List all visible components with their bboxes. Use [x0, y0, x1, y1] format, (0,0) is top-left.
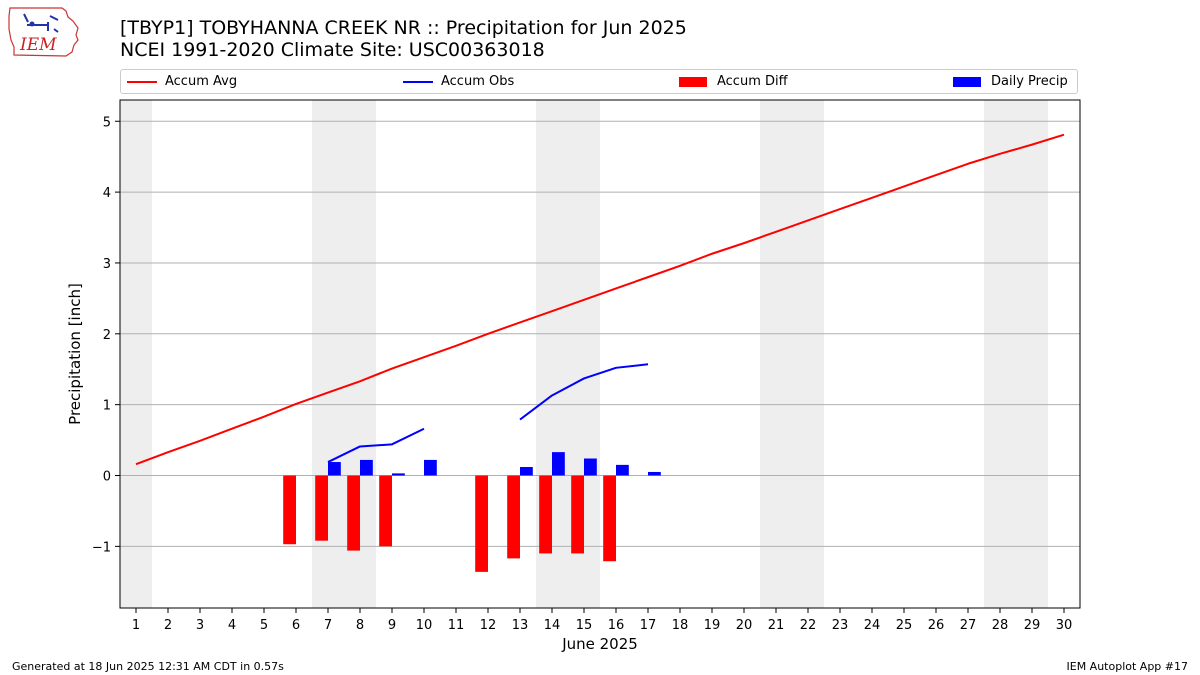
x-tick-label: 15 — [576, 618, 593, 633]
x-tick-label: 10 — [416, 618, 433, 633]
x-tick-label: 22 — [800, 618, 817, 633]
legend-swatch-accum-diff — [679, 76, 707, 87]
x-tick-label: 18 — [672, 618, 689, 633]
x-tick-label: 26 — [928, 618, 945, 633]
y-gridlines — [120, 120, 1080, 547]
logo-text: IEM — [19, 35, 57, 55]
x-tick-label: 16 — [608, 618, 625, 633]
accum-diff-bar — [507, 475, 520, 559]
x-tick-label: 12 — [480, 618, 497, 633]
x-tick-label: 3 — [196, 618, 204, 633]
y-tick-label: 2 — [103, 328, 111, 343]
y-axis-ticks: −1 0 1 2 3 4 5 — [92, 115, 120, 555]
weather-station-icon — [23, 13, 59, 33]
daily-precip-bar — [616, 464, 629, 476]
x-tick-label: 17 — [640, 618, 657, 633]
x-tick-label: 8 — [356, 618, 364, 633]
daily-precip-bar — [520, 467, 533, 476]
iem-logo: IEM — [8, 7, 79, 57]
daily-precip-bar — [392, 473, 405, 476]
daily-precip-bar — [648, 471, 661, 476]
legend-swatch-accum-avg — [127, 80, 157, 83]
footer-app-label: IEM Autoplot App #17 — [1066, 660, 1189, 673]
x-tick-label: 28 — [992, 618, 1009, 633]
x-axis-ticks: 1 2 3 4 5 6 7 8 9 10 11 12 13 14 15 16 17 18 19 20 21 22 23 24 2… — [132, 608, 1072, 633]
legend-swatch-accum-obs — [403, 80, 433, 83]
daily-precip-bar — [584, 458, 597, 476]
x-tick-label: 5 — [260, 618, 268, 633]
weekend-band-3 — [760, 100, 824, 608]
x-tick-label: 2 — [164, 618, 172, 633]
accum-diff-bar — [347, 475, 360, 551]
legend-label-daily-precip: Daily Precip — [991, 74, 1068, 89]
daily-precip-bar — [328, 462, 341, 476]
accum-diff-bar — [571, 475, 584, 554]
weekend-bands — [120, 100, 1048, 608]
accum-obs-line-0 — [327, 427, 425, 463]
x-tick-label: 20 — [736, 618, 753, 633]
x-tick-label: 23 — [832, 618, 849, 633]
bar-series — [283, 452, 661, 572]
accum-diff-bar — [475, 475, 488, 572]
accum-diff-bar — [283, 475, 296, 545]
weekend-band-0 — [120, 100, 152, 608]
daily-precip-bar — [360, 459, 373, 476]
legend-item-accum-avg: Accum Avg — [127, 70, 237, 93]
x-tick-label: 21 — [768, 618, 785, 633]
x-tick-label: 7 — [324, 618, 332, 633]
legend-label-accum-avg: Accum Avg — [165, 74, 238, 89]
x-tick-label: 30 — [1056, 618, 1073, 633]
legend-item-accum-obs: Accum Obs — [403, 70, 514, 93]
chart-title-line1: [TBYP1] TOBYHANNA CREEK NR :: Precipitat… — [120, 17, 687, 39]
x-tick-label: 27 — [960, 618, 977, 633]
accum-obs-line-1 — [519, 363, 649, 421]
legend-item-accum-diff: Accum Diff — [679, 70, 788, 93]
x-tick-label: 9 — [388, 618, 396, 633]
legend-swatch-daily-precip — [953, 76, 981, 87]
legend-label-accum-obs: Accum Obs — [441, 74, 515, 89]
y-tick-label: 3 — [103, 257, 111, 272]
x-tick-label: 11 — [448, 618, 465, 633]
y-tick-label: 4 — [103, 186, 111, 201]
legend: Accum Avg Accum Obs Accum Diff Daily Pre… — [120, 69, 1078, 94]
x-tick-label: 1 — [132, 618, 140, 633]
footer-generated-text: Generated at 18 Jun 2025 12:31 AM CDT in… — [12, 660, 284, 673]
x-tick-label: 13 — [512, 618, 529, 633]
accum-diff-bar — [379, 475, 392, 547]
weekend-band-4 — [984, 100, 1048, 608]
y-tick-label: 1 — [103, 399, 111, 414]
line-series — [135, 133, 1065, 466]
y-tick-label: 5 — [103, 115, 111, 130]
accum-diff-bar — [539, 475, 552, 554]
y-tick-label: −1 — [92, 540, 111, 555]
x-tick-label: 29 — [1024, 618, 1041, 633]
daily-precip-bar — [424, 459, 437, 476]
y-axis-label: Precipitation [inch] — [66, 283, 84, 425]
x-tick-label: 14 — [544, 618, 561, 633]
chart-title-line2: NCEI 1991-2020 Climate Site: USC00363018 — [120, 39, 545, 61]
x-tick-label: 24 — [864, 618, 881, 633]
daily-precip-bar — [552, 452, 565, 476]
x-tick-label: 6 — [292, 618, 300, 633]
x-tick-label: 25 — [896, 618, 913, 633]
x-axis-label: June 2025 — [561, 635, 638, 653]
x-tick-label: 4 — [228, 618, 236, 633]
legend-item-daily-precip: Daily Precip — [953, 70, 1068, 93]
accum-diff-bar — [603, 475, 616, 562]
y-tick-label: 0 — [103, 470, 111, 485]
legend-label-accum-diff: Accum Diff — [717, 74, 788, 89]
accum-avg-line-0 — [135, 133, 1065, 466]
x-tick-label: 19 — [704, 618, 721, 633]
plot-frame — [119, 99, 1081, 609]
accum-diff-bar — [315, 475, 328, 541]
